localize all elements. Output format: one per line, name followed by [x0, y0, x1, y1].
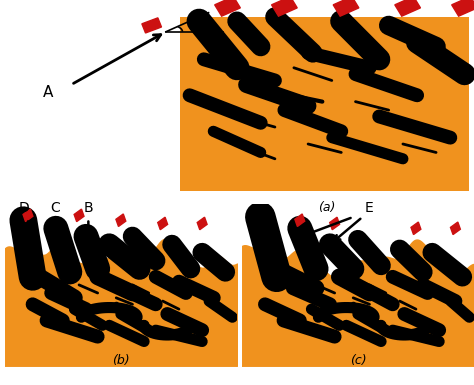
Polygon shape: [272, 0, 297, 16]
Text: D: D: [19, 201, 30, 215]
Polygon shape: [450, 222, 460, 234]
Polygon shape: [330, 217, 339, 230]
Polygon shape: [142, 18, 162, 33]
Text: B: B: [83, 201, 93, 215]
Text: (c): (c): [349, 355, 366, 367]
Text: C: C: [50, 201, 60, 215]
Polygon shape: [23, 209, 33, 222]
Polygon shape: [215, 0, 240, 16]
Polygon shape: [197, 217, 207, 230]
Polygon shape: [333, 0, 359, 16]
Polygon shape: [395, 0, 420, 16]
Text: (a): (a): [319, 201, 336, 214]
Text: E: E: [365, 201, 374, 215]
Polygon shape: [158, 217, 168, 230]
Polygon shape: [116, 214, 126, 226]
Polygon shape: [295, 214, 305, 226]
Polygon shape: [452, 0, 474, 16]
Polygon shape: [74, 209, 84, 222]
Text: A: A: [43, 85, 53, 100]
Bar: [180, 17, 469, 191]
Polygon shape: [411, 222, 421, 234]
Text: 45°: 45°: [192, 20, 208, 28]
Text: (b): (b): [112, 355, 130, 367]
